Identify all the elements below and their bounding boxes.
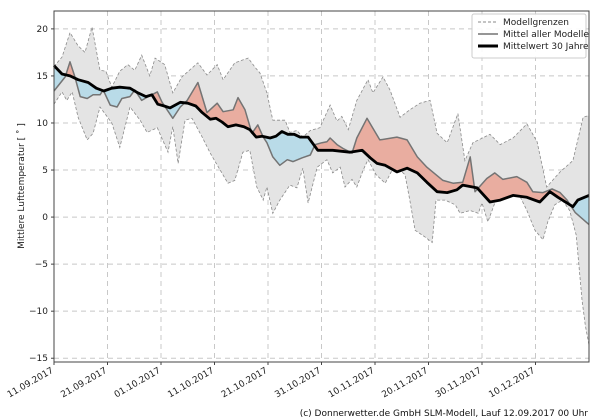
y-tick-label: −10 [29, 307, 48, 317]
y-tick-label: 10 [37, 119, 49, 129]
climate-30y-mean-line [52, 64, 590, 209]
model-mean-line [53, 61, 590, 226]
credit-text: (c) Donnerwetter.de GmbH SLM-Modell, Lau… [300, 409, 589, 419]
x-tick-label: 10.11.2017 [327, 366, 377, 400]
x-tick-label: 31.10.2017 [273, 366, 323, 400]
legend-label-band: Modellgrenzen [503, 18, 569, 28]
y-tick-label: −5 [35, 260, 48, 270]
model-upper-bound-line [53, 26, 590, 188]
x-tick-label: 11.10.2017 [166, 366, 216, 400]
legend: Modellgrenzen Mittel aller Modelle Mitte… [471, 13, 589, 59]
y-tick-label: 15 [37, 72, 48, 82]
y-tick-label: −15 [29, 354, 48, 364]
y-tick-label: 20 [37, 25, 49, 35]
y-tick-label: 5 [42, 166, 48, 176]
y-tick-label: 0 [42, 213, 48, 223]
legend-label-climate: Mittelwert 30 Jahre [503, 42, 589, 52]
legend-label-mean: Mittel aller Modelle [503, 30, 589, 40]
x-tick-label: 10.12.2017 [487, 366, 537, 400]
x-tick-label: 30.11.2017 [434, 366, 484, 400]
x-tick-label: 01.10.2017 [113, 366, 163, 400]
plot-marks [52, 26, 590, 346]
x-tick-label: 21.09.2017 [59, 366, 109, 400]
x-tick-label: 21.10.2017 [220, 366, 270, 400]
x-tick-label: 11.09.2017 [6, 366, 56, 400]
y-axis-label: Mittlere Lufttemperatur [ ˚ ] [16, 123, 27, 249]
legend-box [471, 13, 587, 59]
model-range-band [54, 27, 589, 346]
x-tick-label: 20.11.2017 [380, 366, 430, 400]
